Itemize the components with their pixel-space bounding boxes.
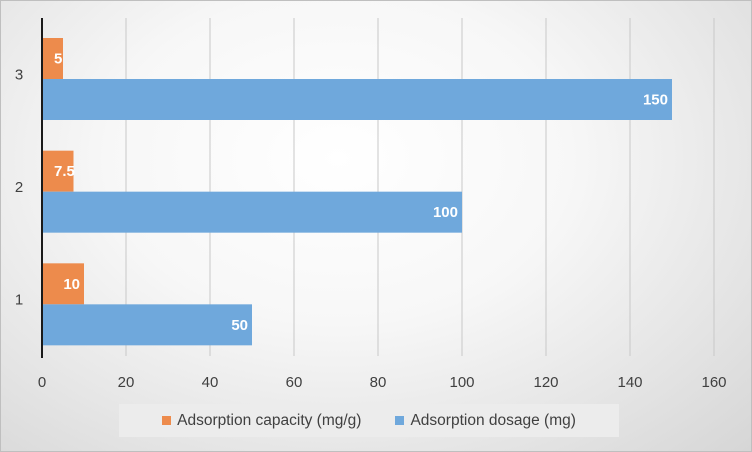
x-tick-label-120: 120 xyxy=(533,374,558,391)
bar-chart: 0 20 40 60 80 100 120 140 160 1 10 50 2 7.5 100 3 5 150 xyxy=(15,18,727,391)
bar-capacity-3 xyxy=(42,38,63,79)
bar-capacity-1 xyxy=(42,263,84,305)
x-tick-label-100: 100 xyxy=(449,374,474,391)
x-tick-label-140: 140 xyxy=(617,374,642,391)
x-tick-label-20: 20 xyxy=(118,374,135,391)
legend-item-dosage: Adsorption dosage (mg) xyxy=(395,411,576,430)
data-label-capacity-3: 5 xyxy=(54,51,62,68)
y-tick-label-2: 2 xyxy=(15,179,23,196)
bar-dosage-3 xyxy=(42,79,672,120)
y-tick-label-1: 1 xyxy=(15,292,23,309)
bar-capacity-2 xyxy=(42,150,74,192)
y-tick-label-3: 3 xyxy=(15,66,23,83)
legend-label-capacity: Adsorption capacity (mg/g) xyxy=(177,411,362,429)
x-tick-label-60: 60 xyxy=(286,374,303,391)
x-tick-label-0: 0 xyxy=(38,374,46,391)
chart-legend: Adsorption capacity (mg/g) Adsorption do… xyxy=(119,404,619,437)
data-label-dosage-3: 150 xyxy=(643,92,668,109)
legend-label-dosage: Adsorption dosage (mg) xyxy=(410,411,576,429)
data-label-dosage-1: 50 xyxy=(231,317,248,334)
x-tick-label-40: 40 xyxy=(202,374,219,391)
x-tick-label-80: 80 xyxy=(370,374,387,391)
data-label-capacity-2: 7.5 xyxy=(54,163,75,180)
legend-swatch-capacity xyxy=(162,416,172,425)
legend-swatch-dosage xyxy=(395,416,405,425)
data-label-dosage-2: 100 xyxy=(433,204,458,221)
bar-dosage-2 xyxy=(42,191,462,233)
x-tick-label-160: 160 xyxy=(701,374,726,391)
data-label-capacity-1: 10 xyxy=(63,276,80,293)
legend-item-capacity: Adsorption capacity (mg/g) xyxy=(162,412,361,430)
bar-dosage-1 xyxy=(42,304,252,346)
